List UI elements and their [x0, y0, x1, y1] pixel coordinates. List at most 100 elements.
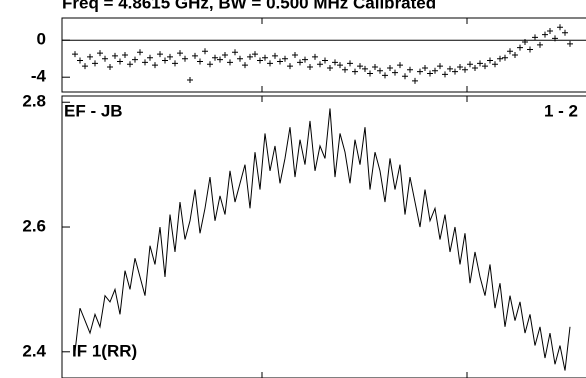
- point: [297, 59, 303, 66]
- point: [177, 50, 183, 57]
- point: [367, 70, 373, 77]
- point: [357, 63, 363, 70]
- point: [467, 61, 473, 68]
- point: [122, 52, 128, 58]
- panel-frame: [61, 95, 586, 378]
- point: [182, 55, 188, 62]
- point: [197, 58, 203, 65]
- point: [517, 44, 523, 51]
- point: [327, 64, 333, 71]
- point: [242, 62, 248, 69]
- point: [337, 62, 343, 69]
- point: [442, 71, 448, 78]
- y-tick-label: 2.8: [22, 92, 46, 111]
- point: [142, 59, 148, 66]
- point: [487, 57, 493, 64]
- panel-frame: [61, 17, 586, 93]
- point: [377, 67, 383, 74]
- point: [232, 49, 238, 56]
- point: [497, 55, 503, 62]
- y-tick-label: 2.6: [22, 217, 46, 236]
- point: [107, 64, 113, 71]
- chart-title: Freq = 4.8615 GHz, BW = 0.500 MHz Calibr…: [62, 0, 436, 12]
- point: [292, 52, 298, 58]
- point: [342, 66, 348, 73]
- point: [247, 53, 253, 60]
- point: [362, 65, 368, 72]
- point: [252, 51, 258, 58]
- point: [542, 31, 548, 38]
- point: [147, 54, 153, 61]
- point: [332, 59, 338, 66]
- point: [392, 69, 398, 76]
- point: [547, 27, 553, 34]
- point: [477, 60, 483, 67]
- point: [402, 73, 408, 80]
- point: [97, 50, 103, 57]
- point: [267, 60, 273, 67]
- point: [427, 70, 433, 77]
- point: [172, 60, 178, 67]
- point: [417, 68, 423, 75]
- point: [432, 67, 438, 74]
- point: [492, 61, 498, 68]
- point: [222, 52, 228, 58]
- point: [397, 62, 403, 69]
- point: [437, 63, 443, 70]
- point: [112, 52, 118, 59]
- annotation: EF - JB: [64, 101, 123, 120]
- point: [457, 64, 463, 71]
- point: [447, 65, 453, 72]
- point: [312, 53, 318, 60]
- point: [127, 61, 133, 68]
- point: [482, 63, 488, 70]
- point: [567, 40, 573, 47]
- point: [407, 66, 413, 73]
- point: [117, 58, 123, 65]
- point: [277, 58, 283, 65]
- point: [162, 57, 168, 64]
- point: [262, 54, 268, 61]
- point: [237, 55, 243, 62]
- point: [472, 64, 478, 71]
- point: [272, 52, 278, 59]
- point: [527, 46, 533, 53]
- point: [452, 68, 458, 75]
- point: [212, 54, 218, 61]
- point: [522, 39, 528, 46]
- point: [192, 52, 198, 59]
- point: [137, 49, 143, 56]
- point: [227, 59, 233, 66]
- point: [102, 55, 108, 62]
- point: [217, 56, 223, 63]
- point: [282, 55, 288, 62]
- point: [372, 64, 378, 71]
- point: [532, 34, 538, 41]
- point: [552, 35, 558, 42]
- point: [462, 66, 468, 73]
- point: [257, 57, 263, 64]
- point: [512, 52, 518, 58]
- point: [387, 64, 393, 71]
- point: [557, 24, 563, 31]
- point: [92, 60, 98, 67]
- point: [152, 62, 158, 69]
- point: [382, 72, 388, 79]
- point: [167, 53, 173, 60]
- point: [347, 60, 353, 67]
- point: [87, 53, 93, 60]
- point: [202, 48, 208, 55]
- point: [287, 63, 293, 70]
- point: [507, 48, 513, 55]
- point: [82, 63, 88, 70]
- point: [537, 41, 543, 48]
- line: [74, 108, 571, 371]
- point: [412, 77, 418, 84]
- point: [307, 64, 313, 71]
- point: [422, 64, 428, 71]
- point: [157, 51, 163, 58]
- point: [207, 61, 213, 68]
- y-tick-label: 0: [37, 30, 46, 49]
- point: [562, 29, 568, 36]
